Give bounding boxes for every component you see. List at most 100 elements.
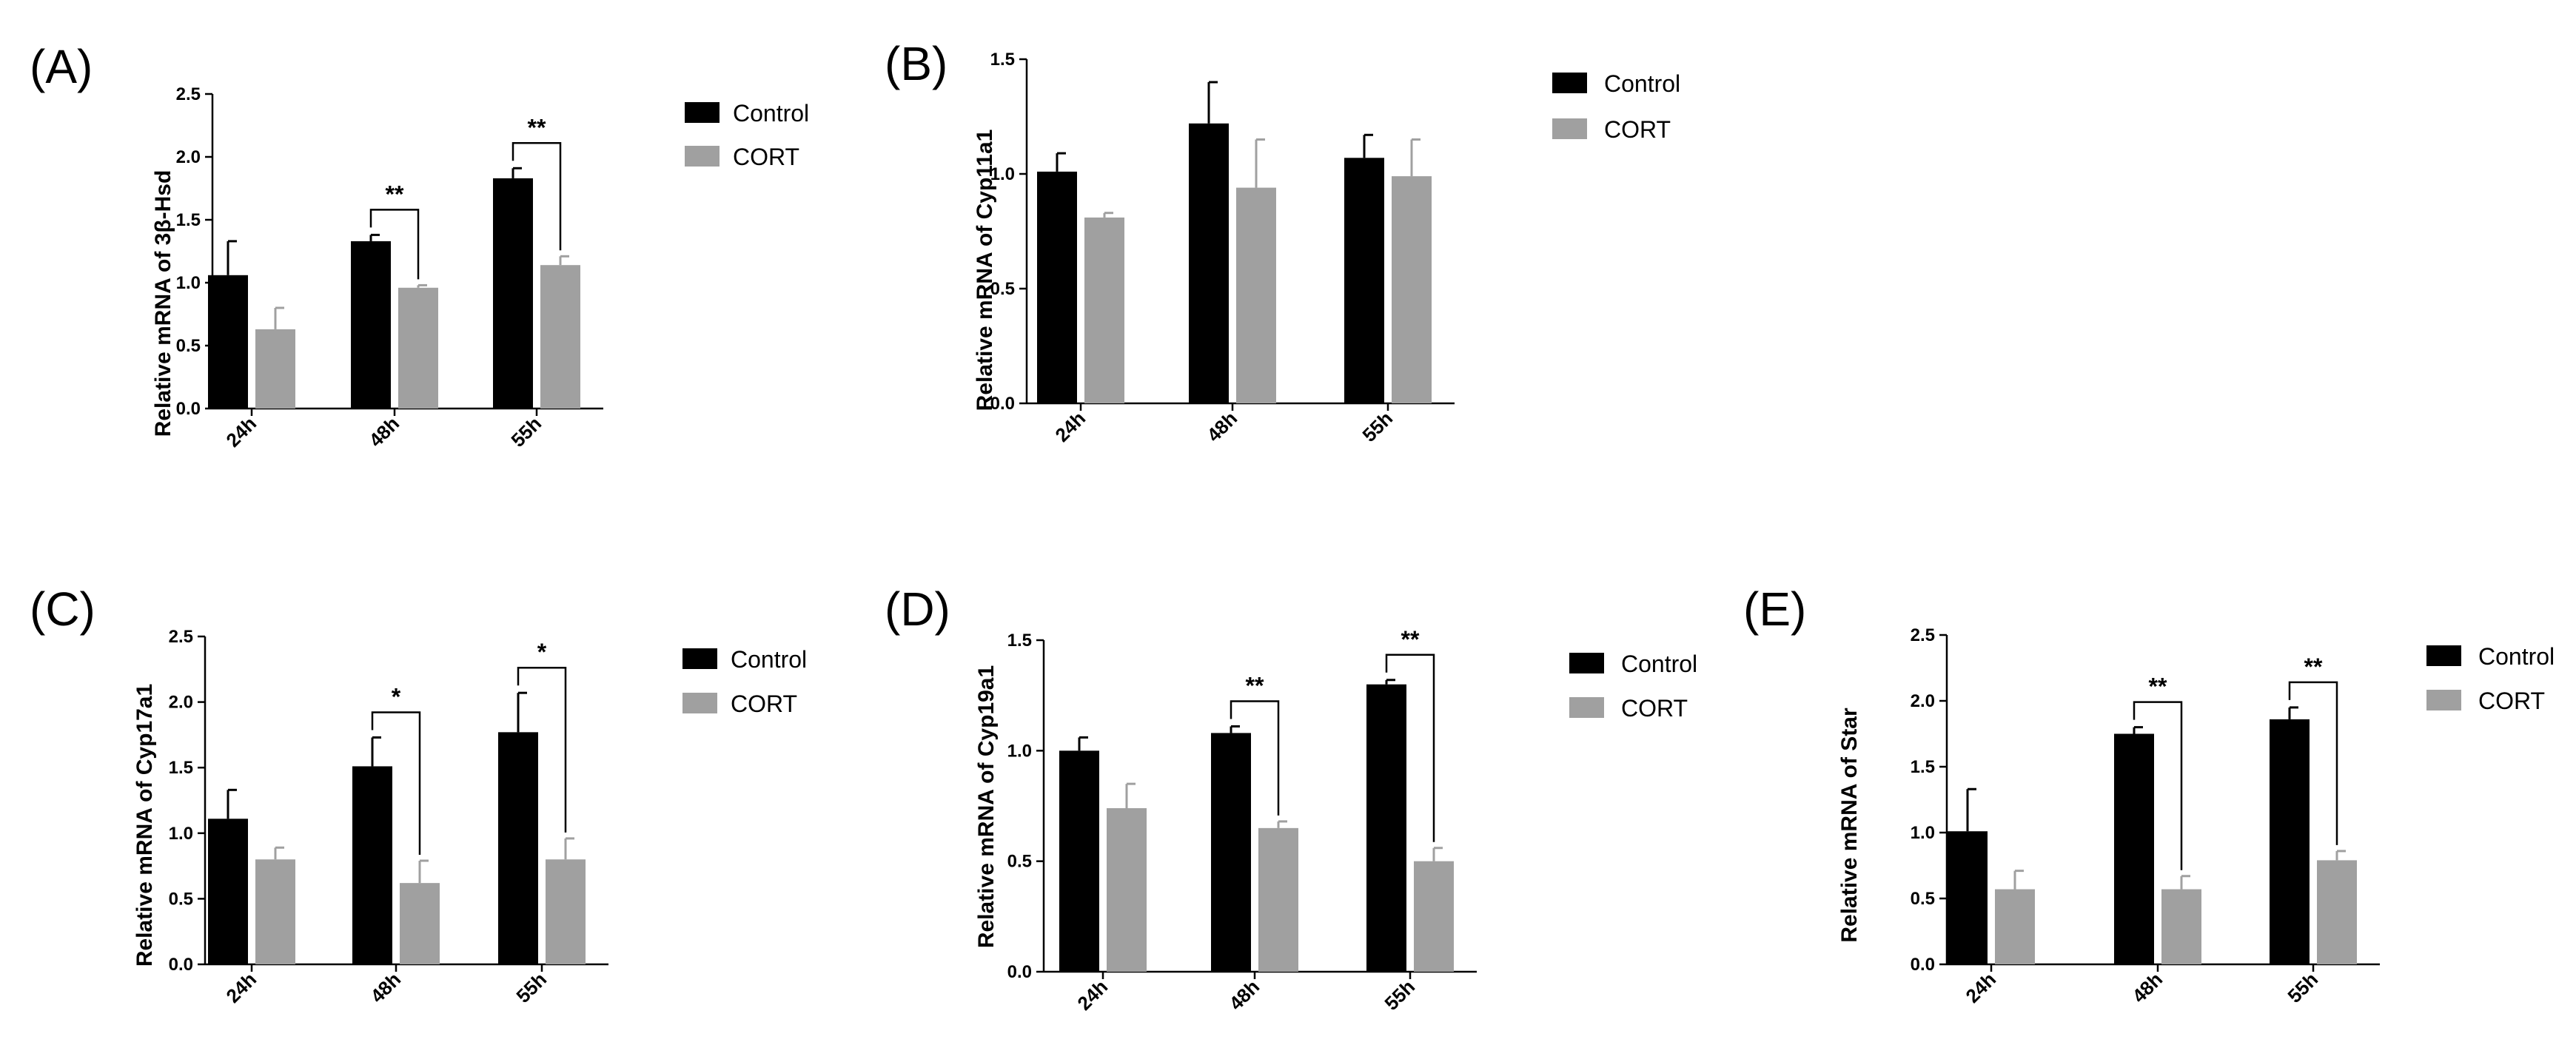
x-tick-label: 48h	[364, 412, 403, 451]
y-tick-label: 2.5	[1911, 625, 1935, 645]
significance-marker: **	[1246, 672, 1264, 699]
x-tick-label: 48h	[366, 968, 405, 1007]
bar-cort-48h	[2161, 889, 2201, 964]
significance-marker: **	[528, 114, 546, 141]
x-tick-label: 55h	[1358, 407, 1397, 446]
bar-cort-24h	[1084, 217, 1124, 403]
legend-label-control: Control	[1604, 70, 1680, 97]
plot-area: 0.0 0.5 1.0 1.5 2.0 2.5 24h 48h * 55h *	[169, 627, 608, 1007]
y-tick-label: 2.0	[169, 693, 193, 713]
y-axis-label: Relative mRNA of Cyp17a1	[133, 684, 157, 967]
bar-control-48h	[351, 241, 391, 409]
legend-label-control: Control	[733, 100, 809, 127]
panel-label: (D)	[885, 582, 950, 636]
significance-bracket	[511, 142, 562, 251]
legend-swatch-cort	[1569, 697, 1604, 718]
y-tick-label: 2.0	[176, 147, 201, 167]
panel-c: (C) Relative mRNA of Cyp17a1 Control COR…	[30, 582, 807, 1007]
bar-control-24h	[208, 275, 248, 409]
legend-label-cort: CORT	[1621, 695, 1688, 722]
legend: Control CORT	[682, 646, 807, 717]
bar-cort-24h	[255, 859, 295, 964]
significance-marker: **	[386, 181, 404, 207]
y-tick-label: 1.0	[176, 273, 201, 293]
significance-marker: *	[392, 683, 401, 710]
legend-label-control: Control	[1621, 651, 1697, 677]
bar-cort-55h	[540, 265, 580, 409]
x-tick-label: 55h	[511, 968, 551, 1007]
y-tick-label: 1.0	[1911, 823, 1935, 843]
y-tick-label: 0.0	[1007, 962, 1032, 982]
panel-e: (E) Relative mRNA of Star Control CORT 0…	[1743, 582, 2555, 1007]
y-tick-label: 1.5	[990, 50, 1015, 70]
legend-swatch-cort	[685, 146, 720, 167]
y-axis-label: Relative mRNA of 3β-Hsd	[151, 170, 175, 437]
x-tick-label: 48h	[2127, 968, 2167, 1007]
legend-label-cort: CORT	[731, 690, 797, 717]
legend-swatch-control	[1569, 653, 1604, 673]
bar-cort-24h	[255, 329, 295, 409]
legend-label-control: Control	[731, 646, 807, 673]
bar-control-48h	[1189, 123, 1229, 404]
x-tick-label: 24h	[221, 412, 261, 451]
significance-bracket	[371, 711, 421, 856]
bar-cort-48h	[400, 883, 440, 964]
bar-control-55h	[1344, 158, 1384, 404]
x-tick-label: 48h	[1202, 407, 1241, 446]
significance-marker: **	[2149, 673, 2167, 700]
x-tick-label: 24h	[1050, 407, 1090, 446]
x-tick-label: 24h	[221, 968, 261, 1007]
legend-label-cort: CORT	[733, 144, 799, 170]
panel-label: (C)	[30, 582, 95, 636]
y-tick-label: 0.0	[176, 399, 201, 419]
bar-control-55h	[493, 178, 533, 409]
legend-swatch-control	[2426, 645, 2461, 666]
y-axis-label: Relative mRNA of Star	[1837, 708, 1862, 943]
panel-b: (B) Relative mRNA of Cyp11a1 Control COR…	[885, 37, 1680, 446]
panel-label: (B)	[885, 37, 947, 90]
significance-marker: **	[1401, 626, 1420, 653]
x-tick-label: 24h	[1073, 975, 1112, 1015]
y-axis-label: Relative mRNA of Cyp11a1	[973, 130, 997, 411]
bar-control-24h	[1948, 831, 1988, 964]
bar-control-24h	[208, 819, 248, 964]
y-tick-label: 0.5	[1911, 889, 1935, 909]
legend-swatch-cort	[2426, 690, 2461, 710]
plot-area: 0.0 0.5 1.0 1.5 24h 48h 55h	[990, 50, 1455, 446]
legend-swatch-control	[1552, 73, 1587, 93]
y-tick-label: 2.5	[176, 84, 201, 104]
y-tick-label: 0.0	[1911, 955, 1935, 975]
x-tick-label: 55h	[2283, 968, 2322, 1007]
panel-label: (E)	[1743, 582, 1806, 636]
legend: Control CORT	[1552, 70, 1680, 143]
y-tick-label: 1.5	[169, 758, 193, 778]
y-tick-label: 0.0	[169, 955, 193, 975]
panel-d: (D) Relative mRNA of Cyp19a1 Control COR…	[885, 582, 1697, 1015]
y-tick-label: 1.5	[1007, 631, 1032, 651]
bar-cort-24h	[1995, 889, 2035, 964]
bar-cort-55h	[1414, 861, 1454, 972]
significance-bracket	[2288, 681, 2338, 845]
y-tick-label: 2.5	[169, 627, 193, 647]
y-tick-label: 0.5	[169, 889, 193, 909]
y-tick-label: 0.5	[1007, 852, 1032, 872]
y-tick-label: 1.0	[1007, 741, 1032, 761]
bar-control-24h	[1037, 171, 1077, 403]
plot-area: 0.0 0.5 1.0 1.5 2.0 2.5 24h 48h ** 55h **	[176, 84, 603, 451]
bar-control-48h	[2114, 733, 2154, 964]
legend: Control CORT	[2426, 643, 2555, 714]
legend: Control CORT	[685, 100, 809, 170]
legend-swatch-control	[682, 648, 717, 669]
bar-control-55h	[1366, 684, 1406, 972]
bar-cort-24h	[1107, 807, 1147, 972]
bar-cort-55h	[546, 859, 586, 964]
y-tick-label: 2.0	[1911, 691, 1935, 711]
bar-cort-55h	[2317, 860, 2357, 964]
significance-marker: **	[2304, 653, 2323, 680]
plot-area: 0.0 0.5 1.0 1.5 24h 48h ** 55h **	[1007, 626, 1477, 1015]
legend-swatch-cort	[1552, 118, 1587, 139]
bar-control-48h	[1211, 733, 1251, 972]
significance-bracket	[1230, 700, 1280, 816]
significance-bracket	[369, 209, 420, 280]
